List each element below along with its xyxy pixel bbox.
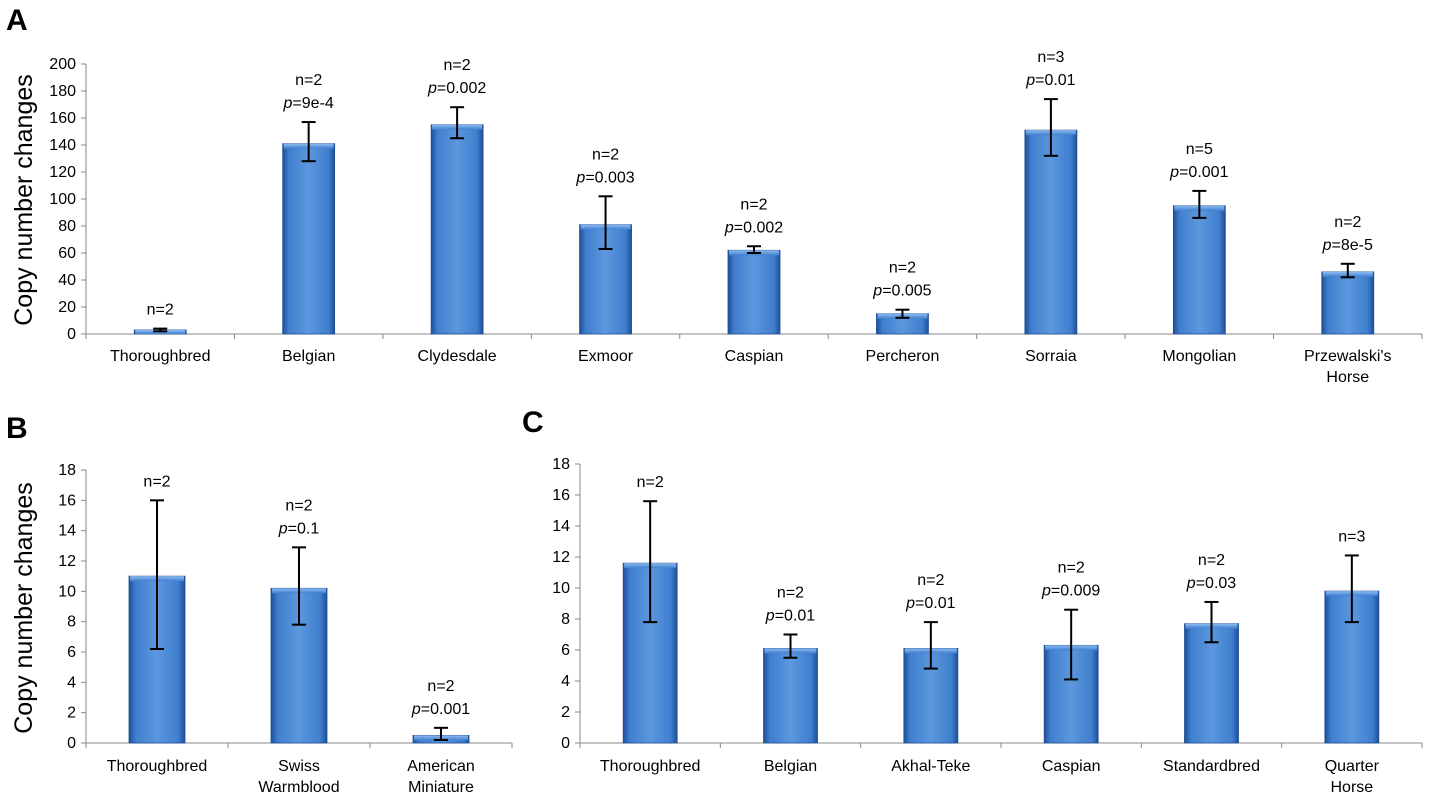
panel-b-y-tick-label: 0 [67, 735, 76, 752]
panel-a-p-value-label: p=0.003 [575, 169, 634, 186]
panel-c-y-tick-label: 12 [552, 549, 570, 566]
panel-c-y-tick-label: 2 [561, 704, 570, 721]
panel-a-bar-caspian [727, 249, 781, 335]
panel-a-bar-mongolian [1172, 205, 1226, 335]
panel-a-category-label: Exmoor [578, 348, 634, 365]
panel-a-category-label: Thoroughbred [110, 348, 211, 365]
panel-letter-c: C [522, 406, 544, 439]
panel-a-y-axis-label: Copy number changes [10, 74, 38, 326]
panel-c-p-value-label: p=0.01 [765, 608, 815, 625]
panel-a-y-tick-label: 40 [58, 272, 76, 289]
panel-b-y-axis-label: Copy number changes [10, 482, 38, 734]
panel-c-bar-belgian [763, 648, 818, 744]
panel-a-chart: Copy number changes 0 20 40 60 80 100 120 140 160… [10, 49, 1423, 386]
panel-b-y-tick-label: 16 [58, 492, 76, 509]
panel-letter-a: A [6, 4, 28, 37]
panel-c-category-label: Caspian [1042, 758, 1101, 775]
panel-b-y-tick-label: 6 [67, 644, 76, 661]
panel-b-p-value-label: p=0.001 [411, 701, 470, 718]
panel-a-category-label: Caspian [725, 348, 784, 365]
panel-a-n-label: n=2 [295, 72, 322, 89]
panel-letter-b: B [6, 412, 28, 445]
panel-c-p-value-label: p=0.009 [1041, 583, 1100, 600]
panel-a-y-tick-label: 80 [58, 218, 76, 235]
panel-c-category-label: Standardbred [1163, 758, 1260, 775]
panel-a-bar-clydesdale [430, 124, 484, 335]
panel-c-y-tick-label: 4 [561, 673, 570, 690]
panel-a-y-tick-label: 0 [67, 326, 76, 343]
panel-c-bar-standardbred [1184, 623, 1239, 744]
panel-b-y-tick-label: 2 [67, 705, 76, 722]
panel-c-n-label: n=3 [1338, 528, 1365, 545]
panel-b-y-tick-label: 18 [58, 462, 76, 479]
panel-b-category-label: American Miniature [407, 758, 475, 796]
panel-b-chart: Copy number changes 0 2 4 6 8 10 12 14 16 18 n=2 Tho… [10, 462, 513, 796]
panel-c-n-label: n=2 [637, 474, 664, 491]
panel-a-p-value-label: p=0.001 [1169, 164, 1228, 181]
panel-c-y-tick-label: 18 [552, 456, 570, 473]
panel-a-n-label: n=2 [592, 146, 619, 163]
panel-a-p-value-label: p=0.005 [872, 283, 931, 300]
panel-c-n-label: n=2 [1058, 560, 1085, 577]
panel-b-n-label: n=2 [427, 678, 454, 695]
panel-a-y-tick-label: 180 [49, 83, 76, 100]
panel-c-n-label: n=2 [777, 585, 804, 602]
panel-a-category-label: Sorraia [1025, 348, 1077, 365]
panel-a-n-label: n=5 [1186, 141, 1213, 158]
panel-b-p-value-label: p=0.1 [278, 520, 320, 537]
panel-c-y-tick-label: 10 [552, 580, 570, 597]
panel-c-y-tick-label: 8 [561, 611, 570, 628]
panel-b-y-tick-label: 14 [58, 523, 76, 540]
panel-c-y-tick-label: 0 [561, 735, 570, 752]
panel-c-chart: 0 2 4 6 8 10 12 14 16 18 n=2 Thoroughbred p=0.01 n=2 B… [552, 456, 1423, 796]
panel-a-category-label: Clydesdale [418, 348, 497, 365]
panel-a-bar-sorraia [1024, 129, 1078, 335]
panel-c-y-tick-label: 14 [552, 518, 570, 535]
panel-a-n-label: n=2 [740, 196, 767, 213]
panel-c-n-label: n=2 [917, 572, 944, 589]
panel-b-category-label: Swiss Warmblood [258, 758, 339, 796]
panel-a-y-tick-label: 120 [49, 164, 76, 181]
panel-a-p-value-label: p=0.002 [724, 219, 783, 236]
panel-b-y-tick-label: 10 [58, 583, 76, 600]
panel-b-y-tick-label: 4 [67, 674, 76, 691]
panel-a-category-label: Mongolian [1162, 348, 1236, 365]
panel-a-n-label: n=3 [1037, 49, 1064, 66]
panel-c-category-label: Belgian [764, 758, 817, 775]
panel-b-y-tick-label: 12 [58, 553, 76, 570]
panel-a-category-label: Percheron [866, 348, 940, 365]
panel-c-category-label: Thoroughbred [600, 758, 701, 775]
panel-a-y-tick-label: 200 [49, 56, 76, 73]
panel-a-p-value-label: p=0.01 [1025, 72, 1075, 89]
panel-c-p-value-label: p=0.03 [1186, 575, 1236, 592]
panel-b-y-tick-label: 8 [67, 614, 76, 631]
panel-b-n-label: n=2 [285, 497, 312, 514]
panel-a-bar-przewalski-s-horse [1321, 271, 1375, 335]
panel-c-n-label: n=2 [1198, 552, 1225, 569]
panel-a-y-tick-label: 60 [58, 245, 76, 262]
panel-b-n-label: n=2 [143, 473, 170, 490]
panel-a-y-tick-label: 100 [49, 191, 76, 208]
panel-c-y-tick-label: 6 [561, 642, 570, 659]
panel-b-category-label: Thoroughbred [107, 758, 208, 775]
panel-a-category-label: Belgian [282, 348, 335, 365]
panel-a-p-value-label: p=8e-5 [1322, 237, 1373, 254]
panel-c-y-tick-label: 16 [552, 487, 570, 504]
panel-a-n-label: n=2 [1334, 214, 1361, 231]
panel-c-p-value-label: p=0.01 [905, 595, 955, 612]
panel-a-bar-belgian [282, 143, 336, 335]
panel-a-p-value-label: p=0.002 [427, 80, 486, 97]
panel-c-category-label: Akhal-Teke [891, 758, 970, 775]
panel-a-n-label: n=2 [444, 57, 471, 74]
panel-a-y-tick-label: 160 [49, 110, 76, 127]
panel-a-p-value-label: p=9e-4 [283, 95, 334, 112]
panel-a-category-label: Przewalski's Horse [1304, 348, 1392, 386]
panel-a-n-label: n=2 [889, 260, 916, 277]
panel-a-bar-exmoor [579, 224, 632, 335]
panel-a-y-tick-label: 140 [49, 137, 76, 154]
panel-c-category-label: Quarter Horse [1325, 758, 1380, 796]
panel-a-y-tick-label: 20 [58, 299, 76, 316]
panel-a-n-label: n=2 [147, 302, 174, 319]
